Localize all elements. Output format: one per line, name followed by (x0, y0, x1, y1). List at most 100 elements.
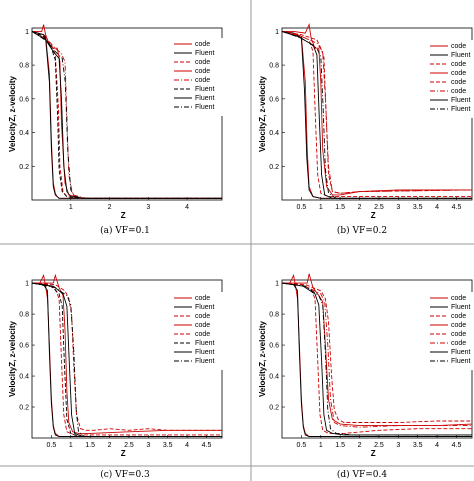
legend-label: code (195, 41, 210, 48)
legend-box (170, 38, 240, 116)
x-axis-title: Z (121, 211, 126, 220)
x-tick-label: 2.5 (374, 442, 384, 449)
chart-panel-b: 0.2 0.4 0.6 0.8 1 0.5 1 1.5 2 2.5 3 3.5 4 4.5 Z Velocit… (258, 23, 474, 220)
x-tick-label: 2 (358, 204, 362, 211)
legend-label: code (195, 77, 210, 84)
x-tick-label: 0.5 (297, 204, 307, 211)
y-tick-label: 0.8 (19, 312, 29, 319)
chart-panel-c: 0.2 0.4 0.6 0.8 1 0.5 1 1.5 2 2.5 3 3.5 4 4.5 Z Velocit… (8, 273, 240, 458)
x-tick-label: 4 (435, 442, 439, 449)
series-line-4 (282, 23, 472, 196)
x-tick-label: 3 (146, 204, 150, 211)
x-tick-label: 0.5 (297, 442, 307, 449)
legend-label: code (451, 313, 466, 320)
y-tick-label: 1 (25, 29, 29, 36)
y-tick-label: 0.8 (269, 63, 279, 70)
legend-label: Fluent (195, 104, 215, 111)
x-axis-title: Z (371, 211, 376, 220)
x-tick-label: 1 (69, 442, 73, 449)
y-tick-label: 1 (275, 29, 279, 36)
series-line-4 (32, 273, 222, 434)
series-line-8 (281, 30, 472, 199)
legend-label: Fluent (195, 304, 215, 311)
y-tick-label: 1 (275, 281, 279, 288)
x-tick-label: 4.5 (452, 204, 462, 211)
x-tick-label: 2 (358, 442, 362, 449)
series-line-2 (31, 282, 222, 437)
y-tick-label: 0.4 (19, 374, 29, 381)
series-line-6 (281, 282, 472, 428)
legend-label: Fluent (451, 304, 471, 311)
legend: code Fluent code code code code Fluent Fluent (426, 292, 474, 370)
legend-label: Fluent (451, 106, 471, 113)
x-tick-label: 2.5 (374, 204, 384, 211)
caption-a: (a) VF=0.1 (100, 226, 150, 236)
series-line-7 (31, 282, 222, 437)
series-line-4 (32, 24, 222, 199)
legend-label: code (451, 61, 466, 68)
x-axis-title: Z (371, 449, 376, 458)
legend-label: Fluent (451, 358, 471, 365)
y-axis-title: VelocityZ, z-velocity (258, 75, 267, 152)
y-tick-label: 0.6 (269, 343, 279, 350)
y-axis-title: VelocityZ, z-velocity (258, 320, 267, 397)
y-tick-label: 0.6 (269, 96, 279, 103)
chart-panel-a: 0.2 0.4 0.6 0.8 1 1 2 3 4 Z VelocityZ, z-velocity c… (8, 24, 240, 220)
x-tick-label: 3 (396, 442, 400, 449)
legend-label: Fluent (195, 95, 215, 102)
legend-label: code (195, 313, 210, 320)
series-line-8 (31, 282, 222, 437)
legend-box (426, 292, 474, 370)
series-line-3 (281, 282, 472, 434)
x-tick-label: 1.5 (335, 204, 345, 211)
x-tick-label: 3.5 (413, 442, 423, 449)
series-line-8 (281, 282, 472, 436)
x-tick-label: 4 (185, 204, 189, 211)
x-tick-label: 2 (108, 442, 112, 449)
legend-box (426, 40, 474, 118)
x-tick-label: 3.5 (163, 442, 173, 449)
legend-label: Fluent (451, 97, 471, 104)
series-line-6 (31, 282, 222, 437)
legend: code Fluent code code code code Fluent Fluent (426, 40, 474, 118)
caption-c: (c) VF=0.3 (100, 470, 150, 480)
legend-label: code (451, 322, 466, 329)
chart-panel-d: 0.2 0.4 0.6 0.8 1 0.5 1 1.5 2 2.5 3 3.5 4 4.5 Z Velocit… (258, 273, 474, 458)
x-tick-label: 1 (319, 204, 323, 211)
legend-label: Fluent (195, 50, 215, 57)
legend-label: code (451, 43, 466, 50)
legend: code Fluent code code code Fluent Fluent Fluent (170, 38, 240, 116)
x-tick-label: 4 (185, 442, 189, 449)
legend-label: Fluent (451, 52, 471, 59)
x-tick-label: 3.5 (413, 204, 423, 211)
legend-label: Fluent (451, 349, 471, 356)
y-tick-label: 0.4 (19, 130, 29, 137)
x-axis-title: Z (121, 449, 126, 458)
x-tick-label: 3 (396, 204, 400, 211)
y-tick-label: 0.4 (269, 130, 279, 137)
legend-label: code (451, 79, 466, 86)
x-tick-label: 3 (146, 442, 150, 449)
x-tick-label: 1.5 (335, 442, 345, 449)
series-line-2 (31, 30, 222, 199)
x-tick-label: 4 (435, 204, 439, 211)
caption-b: (b) VF=0.2 (336, 226, 388, 236)
y-tick-label: 0.2 (19, 164, 29, 171)
y-tick-label: 0.2 (19, 405, 29, 412)
legend-label: Fluent (195, 86, 215, 93)
legend-label: code (195, 331, 210, 338)
legend-box (170, 292, 240, 370)
legend-label: code (195, 322, 210, 329)
x-tick-label: 0.5 (47, 442, 57, 449)
legend-label: code (195, 295, 210, 302)
y-tick-label: 0.2 (269, 405, 279, 412)
x-tick-label: 1 (69, 204, 73, 211)
caption-d: (d) VF=0.4 (336, 470, 388, 480)
series-line-7 (31, 31, 222, 199)
x-tick-label: 4.5 (202, 442, 212, 449)
legend-label: code (195, 59, 210, 66)
x-tick-label: 1.5 (85, 442, 95, 449)
legend-label: Fluent (195, 340, 215, 347)
y-tick-label: 0.8 (269, 312, 279, 319)
x-tick-label: 4.5 (452, 442, 462, 449)
